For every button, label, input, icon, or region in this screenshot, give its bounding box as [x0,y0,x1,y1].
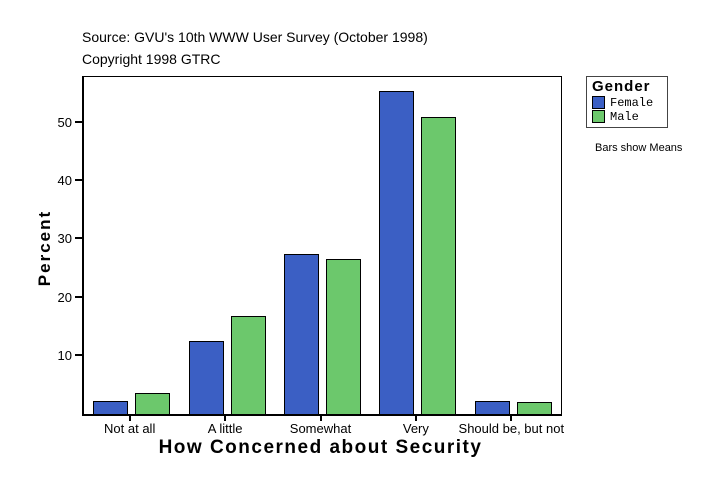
x-tick-mark [414,415,417,421]
y-tick-label: 20 [57,289,72,305]
y-tick-mark [75,179,82,182]
bar-male-somewhat [326,259,361,414]
bar-male-not-at-all [135,393,171,414]
x-tick-mark [319,415,322,421]
x-category-label: Very [402,421,429,436]
x-category-label: Somewhat [289,421,352,436]
bar-male-should-be-but-not [516,402,552,414]
female-color-swatch [592,96,605,109]
y-tick-label: 10 [57,347,72,363]
bar-female-a-little [188,341,224,414]
legend-item-label: Male [610,109,639,124]
plot-inner [84,77,561,414]
x-axis-title: How Concerned about Security [158,437,483,458]
legend-title: Gender [592,78,651,95]
male-color-swatch [592,110,605,123]
legend-box: Gender Female Male [586,76,668,128]
x-tick-mark [224,415,227,421]
y-tick-label: 30 [57,231,72,247]
y-tick-mark [75,295,82,298]
legend-item-label: Female [610,95,654,110]
y-tick-mark [75,120,82,123]
x-category-label: Should be, but not [458,421,565,436]
bar-female-should-be-but-not [474,401,510,414]
bar-female-somewhat [284,254,319,414]
legend-note: Bars show Means [595,142,683,154]
x-tick-mark [128,415,131,421]
y-tick-mark [75,353,82,356]
x-tick-mark [510,415,513,421]
plot-area [82,76,562,416]
bar-male-very [421,117,457,414]
bar-male-a-little [230,316,266,414]
bar-female-very [379,91,415,414]
legend-item-female: Female [592,96,667,109]
y-tick-label: 40 [57,173,72,189]
copyright-text: Copyright 1998 GTRC [82,51,221,67]
x-category-label: Not at all [104,421,156,436]
bar-female-not-at-all [93,401,129,414]
y-tick-label: 50 [57,114,72,130]
legend-item-male: Male [592,110,667,123]
source-text: Source: GVU's 10th WWW User Survey (Octo… [82,29,428,45]
y-tick-mark [75,237,82,240]
x-category-label: A little [207,421,243,436]
